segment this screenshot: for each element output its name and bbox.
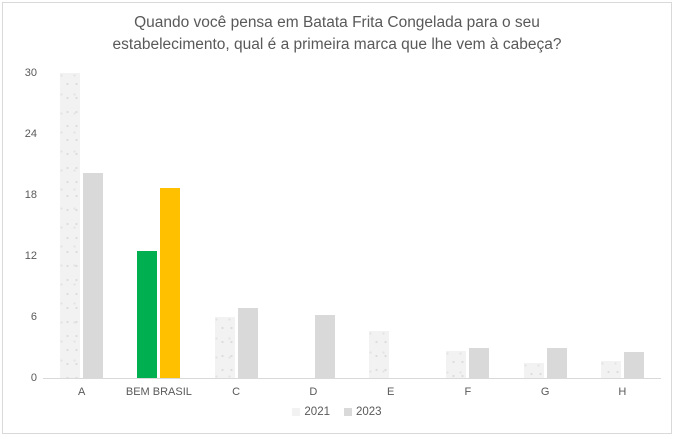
plot-area [43, 73, 661, 378]
x-axis-line [43, 378, 661, 379]
legend: 2021 2023 [3, 406, 671, 418]
bar-2023-d [314, 314, 335, 378]
chart-title-line2: estabelecimento, qual é a primeira marca… [112, 36, 562, 53]
chart-title: Quando você pensa em Batata Frita Congel… [3, 12, 671, 56]
legend-item-2021: 2021 [292, 406, 330, 418]
category-group-e [352, 73, 429, 378]
chart-canvas: Quando você pensa em Batata Frita Congel… [2, 2, 672, 434]
bar-slot-2023-d [314, 73, 335, 378]
y-axis: 0 6 12 18 24 30 [9, 67, 37, 384]
bar-slot-2021-g [523, 73, 544, 378]
bar-slot-2023-e [392, 73, 412, 378]
x-tick-label-c: C [232, 386, 241, 398]
category-group-bem-brasil [120, 73, 197, 378]
bar-2021-e [369, 331, 390, 378]
bar-slot-2023-bem-brasil [160, 73, 181, 378]
x-tick-label-a: A [77, 386, 86, 398]
x-tick-label-d: D [309, 386, 318, 398]
bar-slot-2023-c [237, 73, 258, 378]
bar-slot-2021-f [446, 73, 467, 378]
y-tick-label-12: 12 [24, 250, 37, 262]
category-group-a [43, 73, 120, 378]
x-tick-label-h: H [618, 386, 627, 398]
bar-slot-2023-h [623, 73, 644, 378]
x-tick-label-bem-brasil: BEM BRASIL [125, 386, 192, 398]
bar-slot-2021-e [369, 73, 390, 378]
bar-slot-2023-g [546, 73, 567, 378]
chart-title-line1: Quando você pensa em Batata Frita Congel… [134, 14, 540, 31]
bar-2021-f [446, 350, 467, 378]
x-axis: A BEM BRASIL C D E F G H [43, 384, 661, 400]
x-tick-label-f: F [464, 386, 472, 398]
bar-slot-2023-a [83, 73, 104, 378]
bar-2023-bem-brasil [160, 187, 181, 378]
y-tick-label-30: 30 [24, 67, 37, 79]
y-tick-label-18: 18 [24, 189, 37, 201]
category-group-d [275, 73, 352, 378]
bar-slot-2021-c [214, 73, 235, 378]
bar-2023-h [623, 351, 644, 378]
legend-label-2023: 2023 [356, 406, 382, 418]
y-tick-label-0: 0 [30, 372, 37, 384]
category-group-f [429, 73, 506, 378]
bar-2021-a [60, 73, 81, 378]
bar-2023-f [469, 347, 490, 378]
bar-2021-c [214, 317, 235, 378]
bars-region [43, 73, 661, 378]
bar-2023-c [237, 307, 258, 378]
category-group-g [507, 73, 584, 378]
legend-label-2021: 2021 [304, 406, 330, 418]
bar-slot-2021-bem-brasil [137, 73, 158, 378]
bar-slot-2021-h [600, 73, 621, 378]
legend-swatch-2021 [292, 408, 301, 416]
x-tick-label-g: G [540, 386, 550, 398]
category-group-h [584, 73, 661, 378]
bar-2023-a [83, 172, 104, 378]
y-tick-label-6: 6 [30, 311, 37, 323]
category-group-c [198, 73, 275, 378]
bar-2023-g [546, 347, 567, 378]
bar-2021-h [600, 360, 621, 378]
bar-slot-2021-d [292, 73, 312, 378]
x-tick-label-e: E [386, 386, 395, 398]
bar-2021-g [523, 362, 544, 378]
bar-slot-2023-f [469, 73, 490, 378]
bar-slot-2021-a [60, 73, 81, 378]
legend-item-2023: 2023 [344, 406, 382, 418]
y-tick-label-24: 24 [24, 128, 37, 140]
legend-swatch-2023 [344, 408, 352, 416]
bar-2021-bem-brasil [137, 250, 158, 378]
